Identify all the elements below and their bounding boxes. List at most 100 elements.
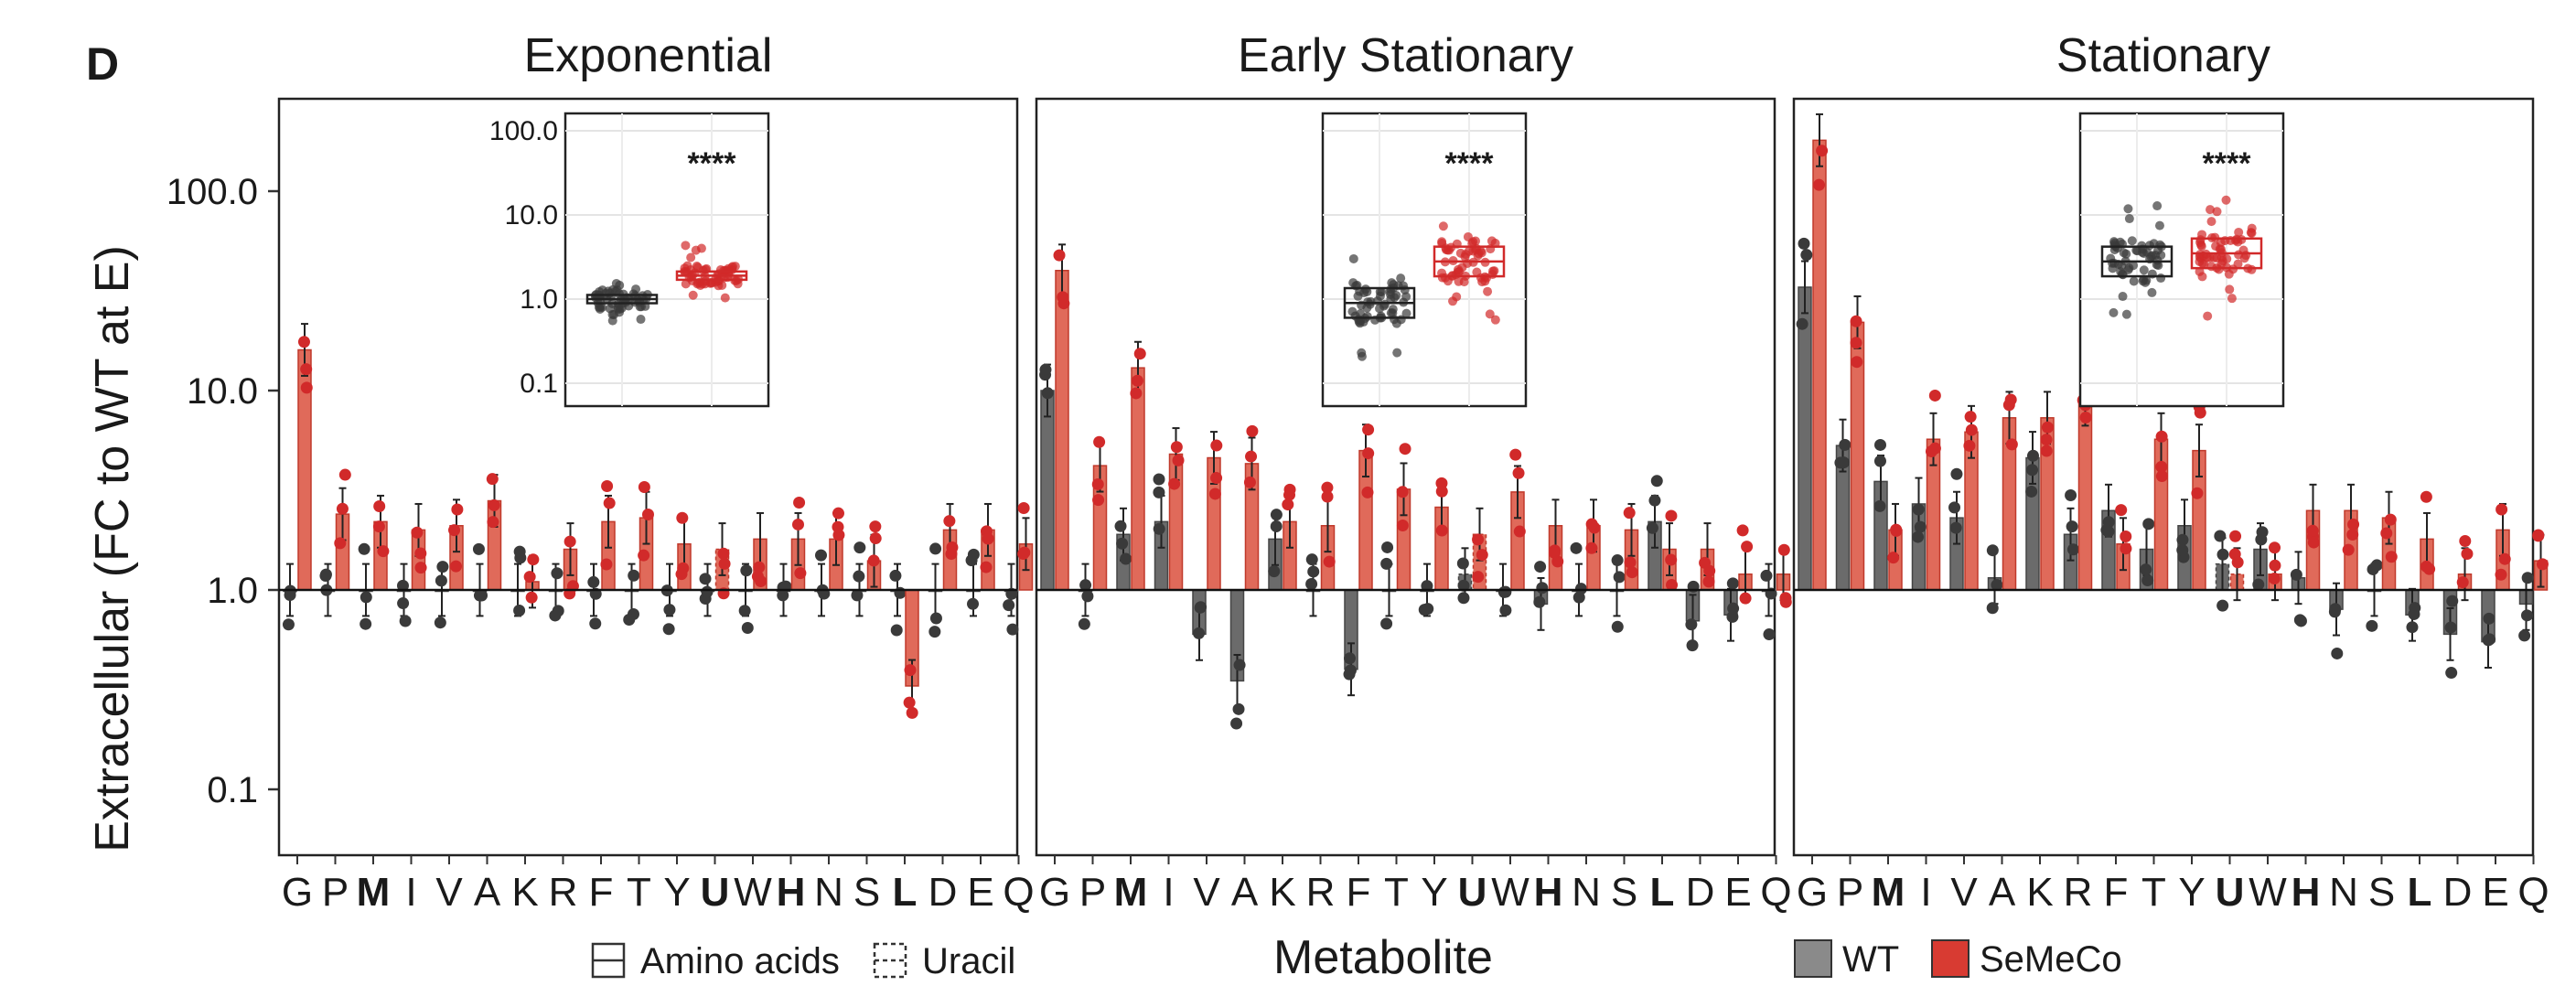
replicate-dot [755,575,767,588]
inset-tick-label: 0.1 [520,369,558,399]
inset-wt-dot [2118,292,2128,302]
replicate-dot [1796,317,1809,330]
replicate-dot [2026,464,2039,477]
replicate-dot [1800,249,1813,262]
inset-wt-dot [2118,270,2128,280]
replicate-dot [399,615,412,627]
replicate-dot [2406,621,2419,634]
replicate-dot [2256,526,2269,539]
replicate-dot [1268,565,1281,578]
bar-semeco-M [1131,367,1145,591]
replicate-dot [1130,387,1143,400]
replicate-dot [434,616,446,629]
replicate-dot [1230,717,1243,730]
x-tick-label: T [627,870,651,915]
replicate-dot [1233,659,1246,671]
replicate-dot [1873,438,1886,451]
replicate-dot [1399,443,1411,455]
replicate-dot [1435,485,1448,498]
inset-frame [1321,112,1528,408]
y-tick-label: 100.0 [166,172,258,212]
replicate-dot [1053,249,1066,262]
replicate-dot [2293,614,2306,627]
inset-semeco-dot [2215,244,2225,254]
replicate-dot [1362,423,1375,436]
replicate-dot [2385,551,2398,563]
inset-semeco-dot [1487,266,1497,276]
replicate-dot [1760,569,1773,582]
replicate-dot [282,618,295,631]
replicate-dot [1041,387,1054,400]
replicate-dot [753,561,766,573]
x-tick-label: H [777,870,806,915]
replicate-dot [2155,430,2168,443]
inset-wt-dot [2152,201,2163,211]
inset-semeco-dot [2234,250,2244,260]
replicate-dot [486,473,499,486]
replicate-dot [1093,435,1106,448]
replicate-dot [2420,560,2432,573]
x-tick-label: I [405,870,416,915]
replicate-dot [2065,488,2077,501]
replicate-dot [1948,501,1961,514]
inset-semeco-dot [688,290,698,300]
inset-wt-dot [2115,237,2125,247]
bars [1039,243,1792,730]
replicate-dot [967,548,980,561]
replicate-dot [929,612,942,625]
replicate-dot [967,597,980,610]
replicate-dot [1270,520,1283,532]
replicate-dot [513,545,526,558]
x-tick-label: W [2249,870,2287,915]
replicate-dot [2229,530,2242,542]
replicate-dot [2120,542,2132,555]
replicate-dot [638,480,650,493]
replicate-dot [2408,607,2420,620]
replicate-dot [2306,524,2319,537]
inset-significance: **** [688,146,737,181]
replicate-dot [1194,601,1207,614]
replicate-dot [2115,504,2128,517]
replicate-dot [1548,547,1561,560]
replicate-dot [436,561,449,573]
replicate-dot [2002,399,2015,412]
replicate-dot [2176,543,2189,556]
inset-semeco-dot [2221,195,2231,205]
replicate-dot [414,547,427,560]
x-tick-label: V [1193,870,1220,915]
x-tick-label: Y [663,870,690,915]
panel-letter: D [86,38,119,90]
replicate-dot [2214,530,2227,542]
replicate-dot [676,511,689,524]
replicate-dot [1057,291,1069,304]
replicate-dot [1726,577,1739,590]
x-tick-label: P [1837,870,1863,915]
x-tick-label: L [2408,870,2432,915]
replicate-dot [449,560,462,573]
replicate-dot [1965,423,1978,436]
replicate-dot [1380,617,1393,630]
replicate-dot [929,542,942,555]
replicate-dot [488,498,500,511]
panel-1: Early Stationary G P M I V A K R F T Y U W H N S L D E Q **** [1035,29,1792,915]
replicate-dot [890,624,903,637]
inset-wt-dot [2129,276,2139,286]
replicate-dot [1572,591,1585,604]
replicate-dot [2536,558,2549,571]
replicate-dot [946,541,959,553]
inset-wt-dot [1401,308,1411,318]
replicate-dot [338,468,351,481]
inset-wt-dot [1375,291,1385,301]
x-tick-label: D [928,870,958,915]
replicate-dot [1736,524,1749,537]
x-axis-label: Metabolite [1273,931,1493,984]
x-tick-label: E [2482,870,2508,915]
inset-semeco-dot [686,252,696,263]
replicate-dot [791,518,804,531]
replicate-dot [1344,652,1357,665]
inset-semeco-dot [1455,248,1465,258]
inset-semeco-dot [720,293,730,303]
replicate-dot [1624,556,1637,569]
inset-semeco-dot [2197,230,2207,240]
